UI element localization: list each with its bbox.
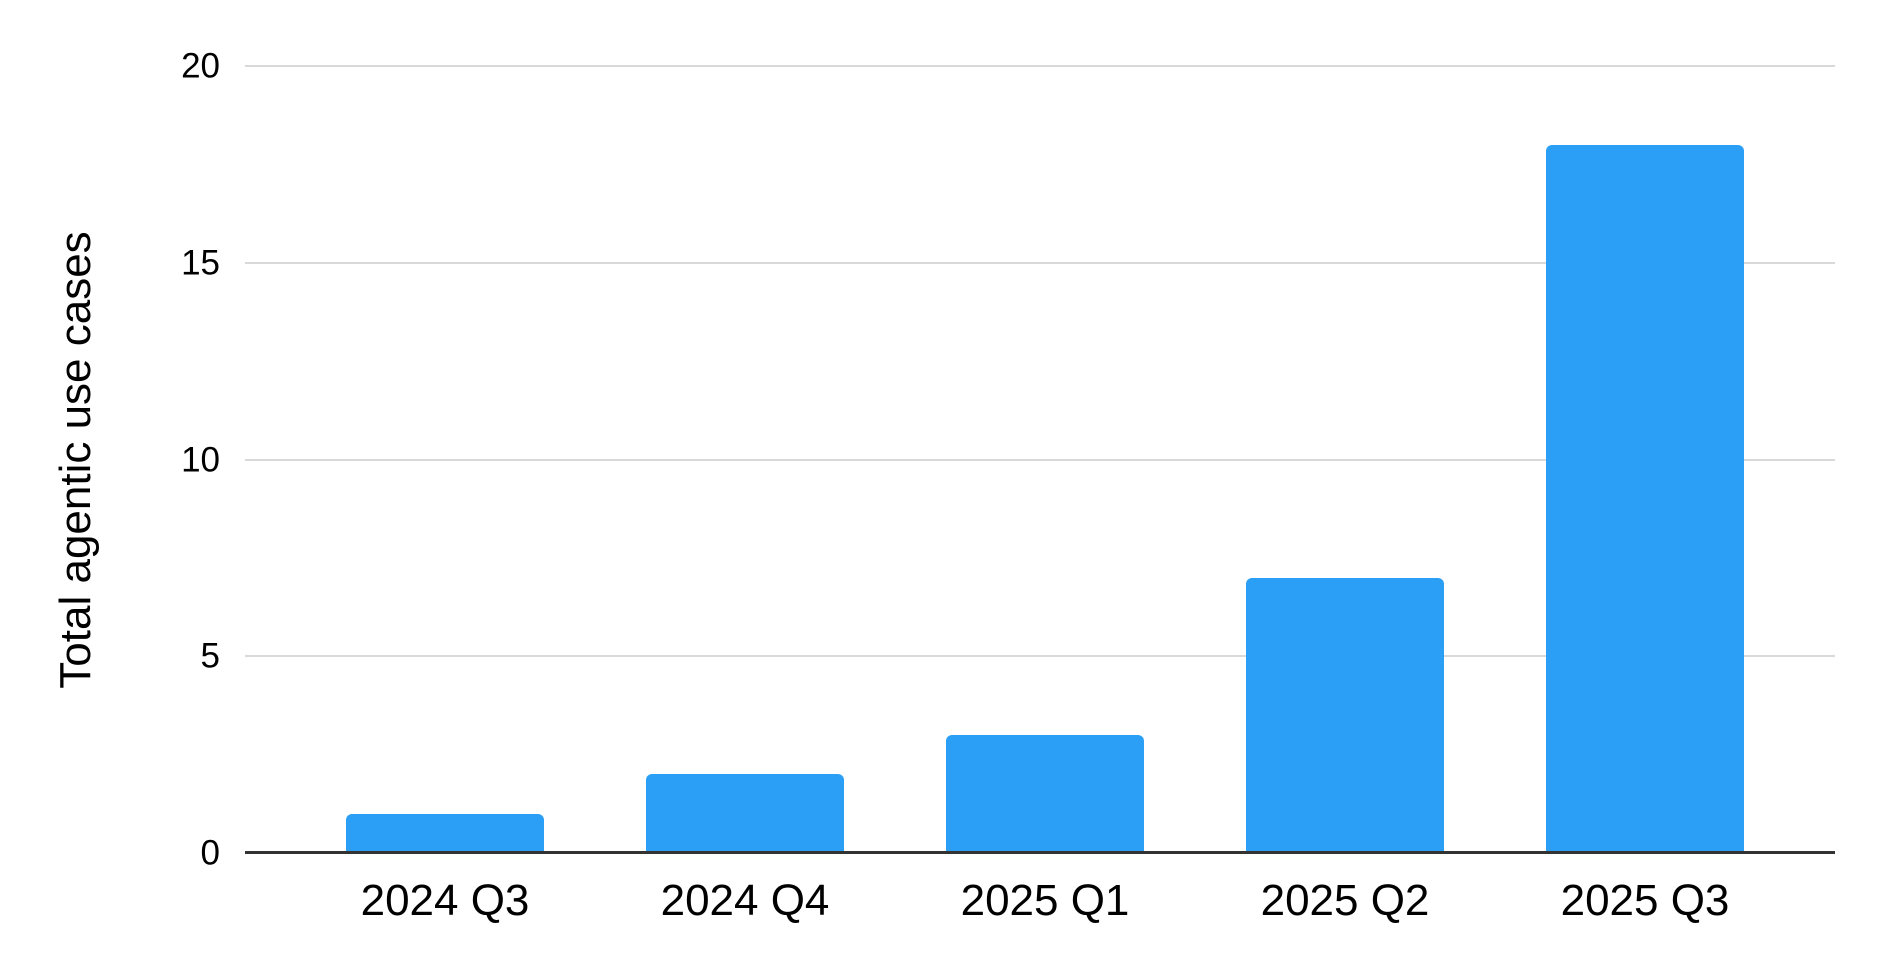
bar bbox=[1246, 577, 1444, 853]
gridline bbox=[245, 458, 1835, 461]
bar bbox=[346, 813, 544, 853]
y-axis-title: Total agentic use cases bbox=[51, 231, 100, 689]
bar-slot: 2025 Q2 bbox=[1195, 66, 1495, 923]
gridline bbox=[245, 261, 1835, 264]
bar bbox=[1546, 144, 1744, 853]
bar bbox=[946, 734, 1144, 853]
bars-layer: 2024 Q3 2024 Q4 2025 Q1 2025 Q2 2025 Q3 bbox=[245, 66, 1835, 923]
y-tick-label: 10 bbox=[181, 440, 220, 479]
x-tick-label: 2024 Q3 bbox=[360, 876, 530, 925]
x-axis-line bbox=[245, 851, 1835, 854]
gridline bbox=[245, 655, 1835, 658]
y-tick-label: 15 bbox=[181, 243, 220, 283]
x-tick-label: 2025 Q2 bbox=[1260, 876, 1430, 925]
bar bbox=[646, 774, 844, 853]
bar-slot: 2024 Q4 bbox=[595, 66, 895, 923]
y-axis-tick-labels: 0 5 10 15 20 bbox=[100, 49, 220, 871]
gridline bbox=[245, 65, 1835, 67]
bar-slot: 2025 Q1 bbox=[895, 66, 1195, 923]
y-tick-label: 20 bbox=[181, 46, 220, 86]
x-tick-label: 2025 Q3 bbox=[1560, 876, 1730, 925]
x-tick-label: 2025 Q1 bbox=[960, 876, 1130, 925]
y-tick-label: 5 bbox=[200, 636, 220, 676]
bar-slot: 2024 Q3 bbox=[295, 66, 595, 923]
bar-slot: 2025 Q3 bbox=[1495, 66, 1795, 923]
x-tick-label: 2024 Q4 bbox=[660, 876, 830, 925]
y-tick-label: 0 bbox=[200, 833, 220, 873]
plot-area: 0 5 10 15 20 2024 Q3 2024 Q4 2025 Q1 2025 Q2 202… bbox=[181, 49, 1835, 923]
